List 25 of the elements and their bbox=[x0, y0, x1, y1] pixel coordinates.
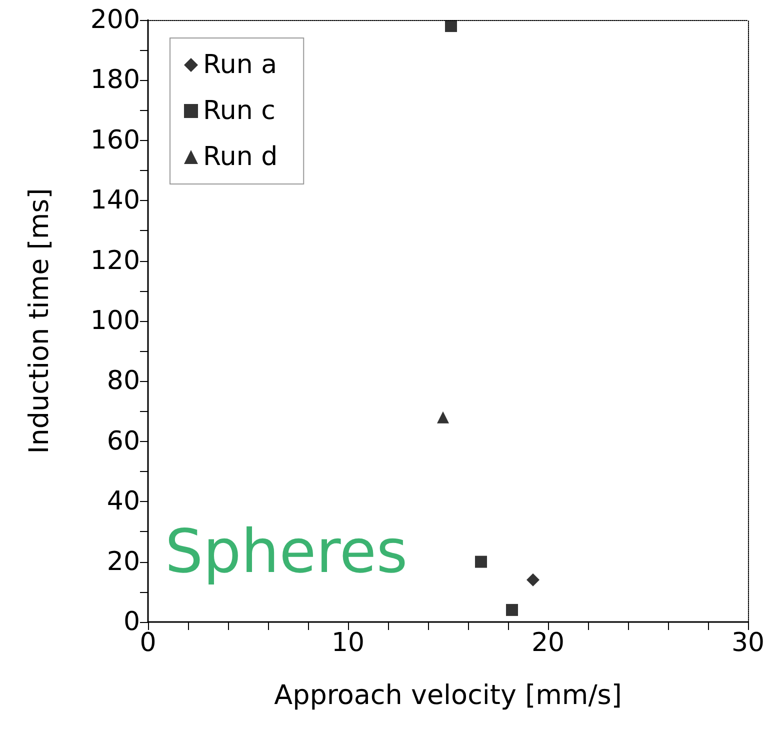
point bbox=[506, 604, 518, 616]
legend-label: Run a bbox=[203, 50, 278, 80]
point bbox=[526, 573, 540, 586]
x-tick-label: 10 bbox=[331, 628, 365, 658]
legend-label: Run c bbox=[203, 96, 276, 126]
y-tick-label: 180 bbox=[90, 65, 140, 96]
y-tick-label: 40 bbox=[106, 486, 140, 517]
x-axis-title: Approach velocity [mm/s] bbox=[274, 680, 622, 711]
point bbox=[475, 556, 487, 568]
y-tick-label: 120 bbox=[90, 246, 140, 276]
point bbox=[437, 411, 449, 424]
y-tick-label: 60 bbox=[106, 426, 140, 456]
point bbox=[445, 20, 457, 32]
y-tick-label: 100 bbox=[90, 306, 140, 336]
annotation: Spheres bbox=[165, 517, 408, 587]
y-tick-label: 80 bbox=[106, 366, 140, 396]
y-axis-title: Induction time [ms] bbox=[24, 188, 55, 454]
y-tick-label: 160 bbox=[90, 125, 140, 156]
x-tick-label: 30 bbox=[731, 628, 765, 658]
y-tick-label: 200 bbox=[90, 5, 140, 35]
y-tick-label: 0 bbox=[123, 607, 140, 637]
x-tick-label: 20 bbox=[531, 628, 565, 658]
legend-label: Run d bbox=[203, 142, 278, 172]
y-tick-label: 20 bbox=[106, 546, 140, 577]
y-tick-label: 140 bbox=[90, 186, 140, 216]
